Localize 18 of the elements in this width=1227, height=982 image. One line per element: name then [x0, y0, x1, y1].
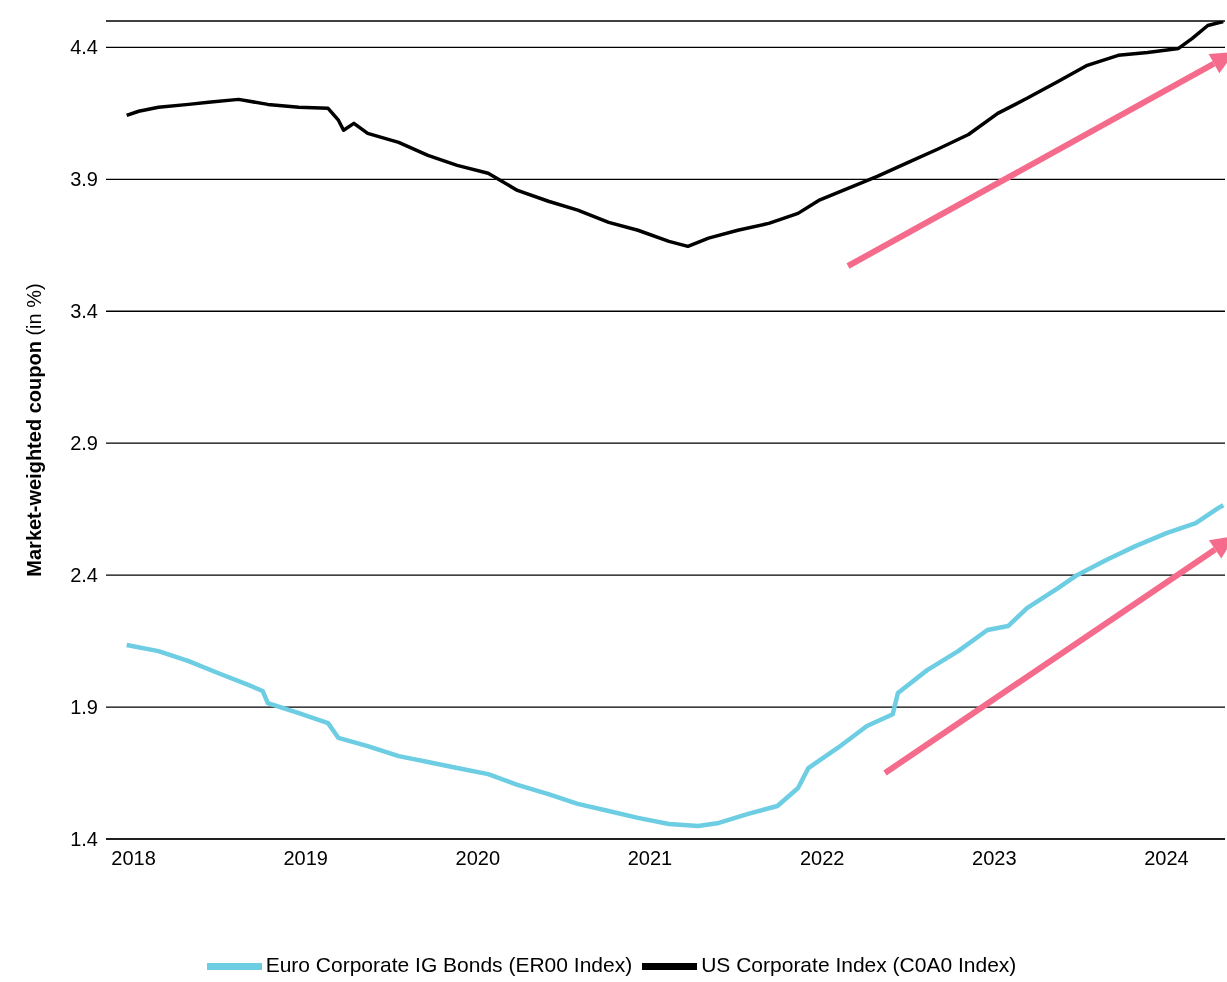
x-tick-label: 2019 — [283, 847, 328, 870]
legend-label: Euro Corporate IG Bonds (ER00 Index) — [265, 953, 633, 977]
y-tick-label: 2.4 — [70, 564, 98, 587]
legend-label: US Corporate Index (C0A0 Index) — [701, 953, 1017, 977]
y-tick-label: 3.4 — [70, 300, 98, 323]
y-tick-label: 1.9 — [70, 696, 98, 719]
x-tick-label: 2020 — [455, 847, 501, 870]
x-tick-label: 2022 — [799, 847, 845, 870]
y-tick-label: 3.9 — [70, 168, 98, 191]
y-axis-title: Market-weighted coupon (in %) — [23, 283, 46, 577]
x-tick-label: 2023 — [972, 847, 1017, 870]
x-tick-label: 2024 — [1144, 847, 1189, 870]
x-tick-label: 2018 — [111, 847, 156, 870]
x-tick-label: 2021 — [627, 847, 673, 870]
y-tick-label: 2.9 — [70, 432, 98, 455]
y-tick-label: 1.4 — [70, 828, 98, 851]
line-series — [124, 502, 1225, 829]
y-tick-label: 4.4 — [70, 36, 98, 59]
